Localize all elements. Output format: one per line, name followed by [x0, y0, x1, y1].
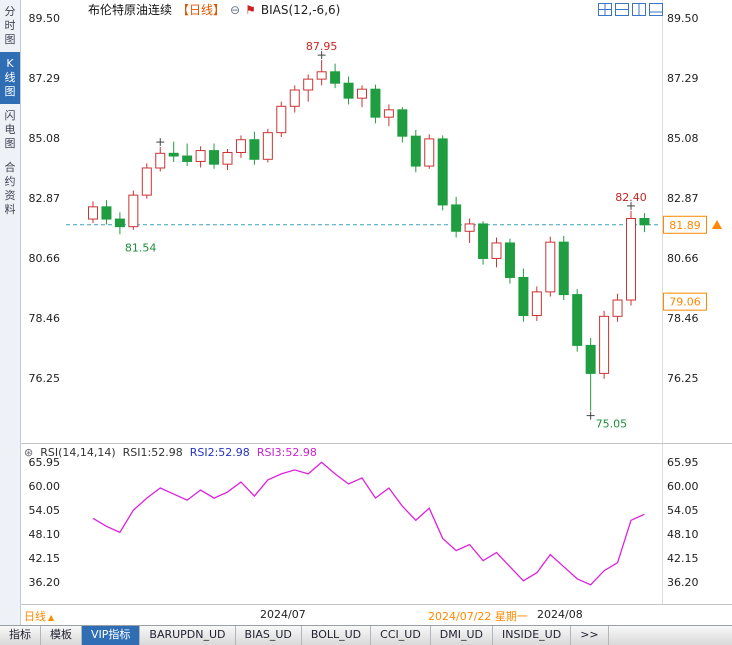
- svg-text:48.10: 48.10: [29, 528, 61, 541]
- cost-price-tag: 79.06: [663, 292, 707, 311]
- svg-text:36.20: 36.20: [29, 576, 61, 589]
- svg-text:82.87: 82.87: [667, 192, 699, 205]
- price-position-arrow[interactable]: [712, 220, 722, 229]
- chart-layout-switcher: [598, 3, 663, 16]
- chart-layout-icon-1[interactable]: [598, 3, 612, 16]
- rsi2-value: RSI2:52.98: [189, 446, 250, 459]
- svg-text:78.46: 78.46: [667, 312, 699, 325]
- tab-templates[interactable]: 模板: [41, 626, 82, 645]
- svg-text:85.08: 85.08: [29, 132, 61, 145]
- collapse-icon[interactable]: ⊖: [230, 2, 241, 17]
- tab-cci-ud[interactable]: CCI_UD: [371, 626, 431, 645]
- svg-text:87.29: 87.29: [29, 72, 61, 85]
- svg-text:85.08: 85.08: [667, 132, 699, 145]
- left-sidebar: 分 时 图 K 线 图闪 电 图合 约 资 料: [0, 0, 21, 626]
- svg-text:87.29: 87.29: [667, 72, 699, 85]
- tab-indicators[interactable]: 指标: [0, 626, 41, 645]
- sidebar-item-contract-info[interactable]: 合 约 资 料: [4, 161, 16, 216]
- chart-layout-icon-3[interactable]: [632, 3, 646, 16]
- chart-header: 布伦特原油连续 【日线】 ⊖ ⚑ BIAS(12,-6,6): [88, 2, 341, 18]
- timeframe-label: 日线: [24, 610, 46, 623]
- tab-bias-ud[interactable]: BIAS_UD: [236, 626, 302, 645]
- period-tag[interactable]: 【日线】: [177, 3, 226, 17]
- right-price-tags: 81.89 79.06: [663, 215, 707, 311]
- svg-text:54.05: 54.05: [29, 504, 61, 517]
- svg-text:80.66: 80.66: [29, 252, 61, 265]
- tab-vip-indicators[interactable]: VIP指标: [82, 626, 141, 645]
- caret-up-icon: ▲: [48, 613, 55, 622]
- svg-text:81.54: 81.54: [125, 241, 156, 254]
- svg-text:82.87: 82.87: [29, 192, 61, 205]
- svg-text:76.25: 76.25: [29, 372, 61, 385]
- panel-frame: [21, 0, 732, 605]
- sidebar-item-lightning-chart[interactable]: 闪 电 图: [4, 109, 16, 150]
- sidebar-item-time-chart[interactable]: 分 时 图: [4, 5, 16, 46]
- sidebar-item-kline-chart[interactable]: K 线 图: [0, 52, 20, 104]
- crosshair-date-label: 2024/07/22 星期一: [428, 610, 528, 623]
- axis-date-august: 2024/08: [537, 608, 583, 621]
- svg-text:60.00: 60.00: [29, 480, 61, 493]
- current-price-tag: 81.89: [663, 215, 707, 234]
- tool-flag-icon[interactable]: ⚑: [245, 2, 256, 17]
- indicator-tabbar: 指标 模板 VIP指标 BARUPDN_UD BIAS_UD BOLL_UD CCI_UD D…: [0, 625, 732, 645]
- rsi-legend: ⊛ RSI(14,14,14) RSI1:52.98 RSI2:52.98 RS…: [24, 446, 317, 459]
- timeframe-selector[interactable]: 日线 ▲: [24, 608, 54, 624]
- tab-dmi-ud[interactable]: DMI_UD: [431, 626, 494, 645]
- overlay-indicator-label[interactable]: BIAS(12,-6,6): [260, 2, 341, 17]
- svg-text:78.46: 78.46: [29, 312, 61, 325]
- indicator-settings-icon[interactable]: ⊛: [24, 446, 34, 459]
- tab-more[interactable]: >>: [571, 626, 609, 645]
- price-axis-labels: 89.50 89.50 87.29 87.29 85.08 85.08 82.87 82.87…: [29, 12, 699, 385]
- svg-text:79.06: 79.06: [669, 296, 701, 309]
- candles-layer: [88, 60, 650, 411]
- axis-date-july: 2024/07: [260, 608, 306, 621]
- rsi-axis-labels: 65.95 65.95 60.00 60.00 54.05 54.05 48.10 48.10…: [29, 456, 699, 589]
- svg-text:80.66: 80.66: [667, 252, 699, 265]
- instrument-name: 布伦特原油连续: [88, 3, 173, 17]
- svg-text:65.95: 65.95: [29, 456, 61, 469]
- rsi-layer: [92, 461, 645, 586]
- svg-text:89.50: 89.50: [29, 12, 61, 25]
- svg-text:87.95: 87.95: [306, 40, 338, 53]
- svg-text:82.40: 82.40: [615, 191, 647, 204]
- chart-layout-icon-4[interactable]: [649, 3, 663, 16]
- svg-text:89.50: 89.50: [667, 12, 699, 25]
- tab-barupdn-ud[interactable]: BARUPDN_UD: [140, 626, 236, 645]
- svg-text:65.95: 65.95: [667, 456, 699, 469]
- fractal-markers: [156, 51, 635, 420]
- time-axis: 日线 ▲ 2024/07 2024/07/22 星期一 2024/08: [20, 606, 732, 626]
- tab-inside-ud[interactable]: INSIDE_UD: [493, 626, 572, 645]
- svg-text:48.10: 48.10: [667, 528, 699, 541]
- tab-boll-ud[interactable]: BOLL_UD: [302, 626, 372, 645]
- rsi-params[interactable]: RSI(14,14,14): [40, 446, 116, 459]
- svg-text:81.89: 81.89: [669, 219, 701, 232]
- rsi3-value: RSI3:52.98: [256, 446, 317, 459]
- svg-text:36.20: 36.20: [667, 576, 699, 589]
- svg-text:42.15: 42.15: [29, 552, 61, 565]
- svg-text:60.00: 60.00: [667, 480, 699, 493]
- rsi1-value: RSI1:52.98: [122, 446, 183, 459]
- chart-layout-icon-2[interactable]: [615, 3, 629, 16]
- svg-text:54.05: 54.05: [667, 504, 699, 517]
- svg-text:75.05: 75.05: [596, 418, 628, 431]
- svg-text:42.15: 42.15: [667, 552, 699, 565]
- price-annotations: 87.95 82.40 81.54 75.05: [125, 40, 647, 430]
- svg-text:76.25: 76.25: [667, 372, 699, 385]
